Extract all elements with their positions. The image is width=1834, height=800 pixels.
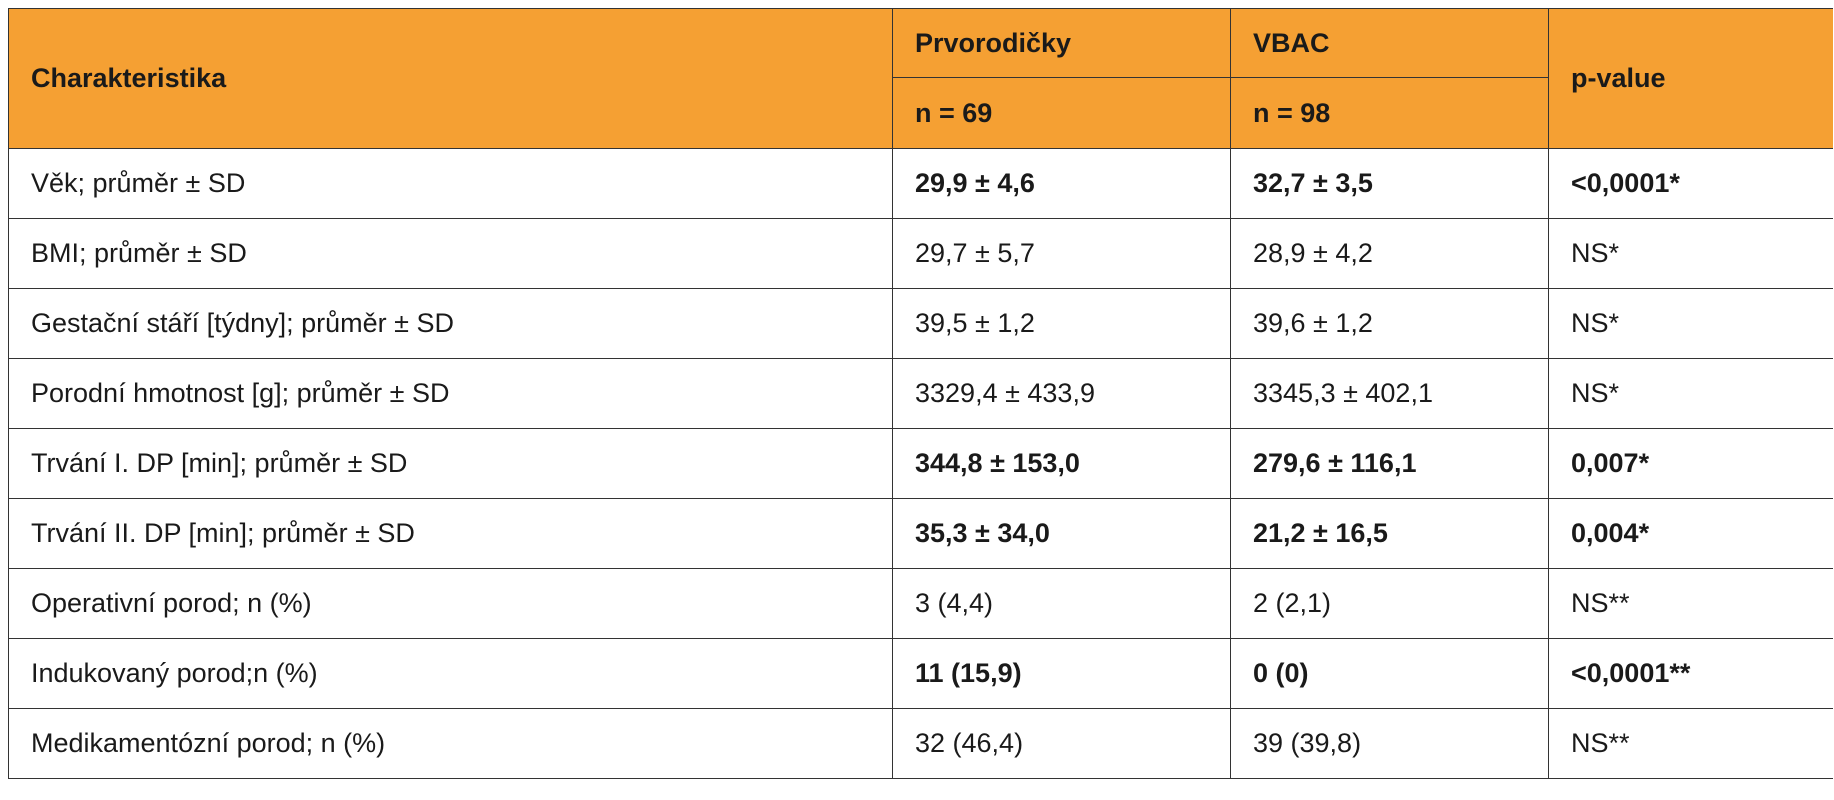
pvalue-cell: <0,0001** — [1548, 638, 1833, 709]
pvalue-cell: NS* — [1548, 288, 1833, 359]
group1-value: 11 (15,9) — [892, 638, 1231, 709]
group1-value: 35,3 ± 34,0 — [892, 498, 1231, 569]
group2-value: 32,7 ± 3,5 — [1230, 148, 1549, 219]
table-row: Operativní porod; n (%) 3 (4,4) 2 (2,1) … — [8, 568, 1833, 639]
header-row-2: n = 69 n = 98 — [9, 77, 1834, 149]
table-body: Věk; průměr ± SD 29,9 ± 4,6 32,7 ± 3,5 <… — [8, 148, 1833, 779]
table-row: Porodní hmotnost [g]; průměr ± SD 3329,4… — [8, 358, 1833, 429]
group1-value: 39,5 ± 1,2 — [892, 288, 1231, 359]
table-row: Trvání I. DP [min]; průměr ± SD 344,8 ± … — [8, 428, 1833, 499]
header-pvalue: p-value — [1548, 8, 1833, 149]
group1-value: 344,8 ± 153,0 — [892, 428, 1231, 499]
data-table-container: Charakteristika Prvorodičky VBAC p-value… — [8, 8, 1833, 791]
header-group1-name: Prvorodičky — [892, 8, 1231, 78]
group2-value: 0 (0) — [1230, 638, 1549, 709]
table-row: Medikamentózní porod; n (%) 32 (46,4) 39… — [8, 708, 1833, 779]
header-group2-name: VBAC — [1230, 8, 1549, 78]
group2-value: 2 (2,1) — [1230, 568, 1549, 639]
header-group1-n: n = 69 — [892, 77, 1231, 149]
pvalue-cell: 0,004* — [1548, 498, 1833, 569]
group2-value: 39,6 ± 1,2 — [1230, 288, 1549, 359]
row-label: Indukovaný porod;n (%) — [8, 638, 893, 709]
group2-value: 3345,3 ± 402,1 — [1230, 358, 1549, 429]
pvalue-cell: <0,0001* — [1548, 148, 1833, 219]
characteristics-table: Charakteristika Prvorodičky VBAC p-value… — [8, 8, 1833, 779]
group1-value: 3329,4 ± 433,9 — [892, 358, 1231, 429]
group2-value: 21,2 ± 16,5 — [1230, 498, 1549, 569]
group1-value: 32 (46,4) — [892, 708, 1231, 779]
table-header: Charakteristika Prvorodičky VBAC p-value… — [8, 8, 1834, 149]
pvalue-cell: NS** — [1548, 568, 1833, 639]
group1-value: 29,7 ± 5,7 — [892, 218, 1231, 289]
table-row: Indukovaný porod;n (%) 11 (15,9) 0 (0) <… — [8, 638, 1833, 709]
row-label: Trvání II. DP [min]; průměr ± SD — [8, 498, 893, 569]
header-row-1: Charakteristika Prvorodičky VBAC p-value — [8, 8, 1833, 149]
group2-value: 39 (39,8) — [1230, 708, 1549, 779]
table-row: Věk; průměr ± SD 29,9 ± 4,6 32,7 ± 3,5 <… — [8, 148, 1833, 219]
header-characteristic: Charakteristika — [8, 8, 893, 149]
row-label: Gestační stáří [týdny]; průměr ± SD — [8, 288, 893, 359]
table-row: BMI; průměr ± SD 29,7 ± 5,7 28,9 ± 4,2 N… — [8, 218, 1833, 289]
header-group2-n: n = 98 — [1230, 77, 1549, 149]
table-row: Trvání II. DP [min]; průměr ± SD 35,3 ± … — [8, 498, 1833, 569]
group1-value: 3 (4,4) — [892, 568, 1231, 639]
row-label: BMI; průměr ± SD — [8, 218, 893, 289]
row-label: Věk; průměr ± SD — [8, 148, 893, 219]
group2-value: 279,6 ± 116,1 — [1230, 428, 1549, 499]
pvalue-cell: NS* — [1548, 358, 1833, 429]
group2-value: 28,9 ± 4,2 — [1230, 218, 1549, 289]
pvalue-cell: 0,007* — [1548, 428, 1833, 499]
group1-value: 29,9 ± 4,6 — [892, 148, 1231, 219]
row-label: Trvání I. DP [min]; průměr ± SD — [8, 428, 893, 499]
row-label: Medikamentózní porod; n (%) — [8, 708, 893, 779]
pvalue-cell: NS* — [1548, 218, 1833, 289]
pvalue-cell: NS** — [1548, 708, 1833, 779]
table-row: Gestační stáří [týdny]; průměr ± SD 39,5… — [8, 288, 1833, 359]
row-label: Operativní porod; n (%) — [8, 568, 893, 639]
row-label: Porodní hmotnost [g]; průměr ± SD — [8, 358, 893, 429]
